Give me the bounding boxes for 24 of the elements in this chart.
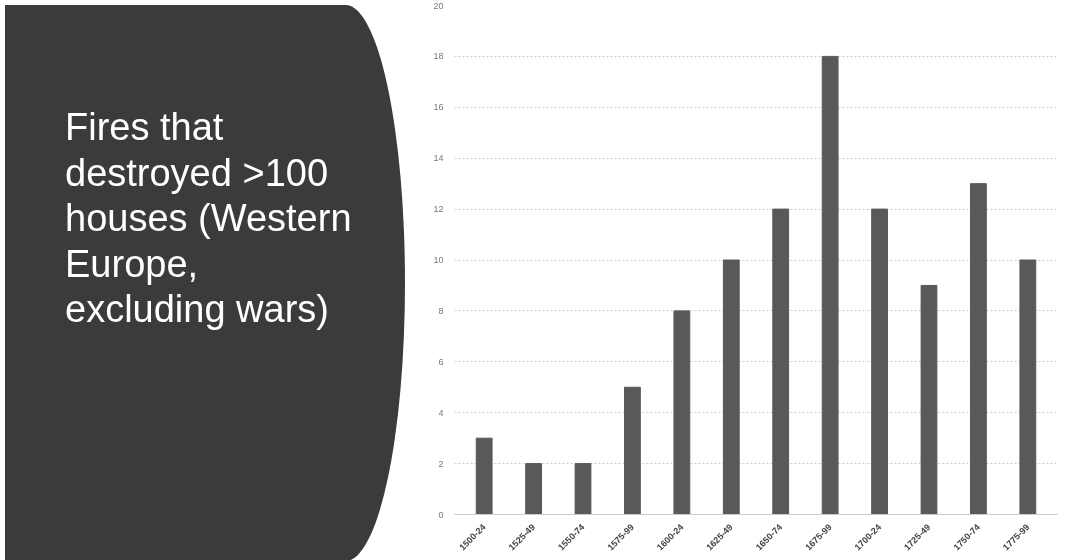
bar bbox=[673, 310, 691, 515]
y-tick-label: 6 bbox=[438, 356, 444, 367]
bar bbox=[970, 183, 987, 515]
y-tick-label: 14 bbox=[433, 153, 444, 164]
bar bbox=[475, 437, 493, 515]
y-tick-label: 18 bbox=[433, 51, 444, 62]
bar bbox=[821, 55, 839, 515]
bar bbox=[920, 284, 938, 515]
y-tick-label: 0 bbox=[438, 509, 444, 520]
text: Fires that destroyed >100 houses (Western Europe, excluding wars) bbox=[65, 105, 353, 333]
bar bbox=[722, 259, 740, 515]
bar bbox=[1019, 259, 1037, 515]
bar bbox=[574, 463, 592, 515]
bar bbox=[624, 386, 641, 515]
bar bbox=[871, 208, 888, 515]
y-tick-label: 2 bbox=[438, 458, 444, 469]
bar bbox=[525, 463, 542, 515]
y-tick-label: 10 bbox=[433, 255, 444, 265]
bar bbox=[772, 208, 790, 515]
y-tick-label: 4 bbox=[438, 407, 444, 418]
y-tick-label: 8 bbox=[438, 305, 444, 316]
y-tick-label: 20 bbox=[433, 0, 444, 11]
y-tick-label: 16 bbox=[433, 102, 444, 113]
y-tick-label: 12 bbox=[433, 204, 444, 215]
